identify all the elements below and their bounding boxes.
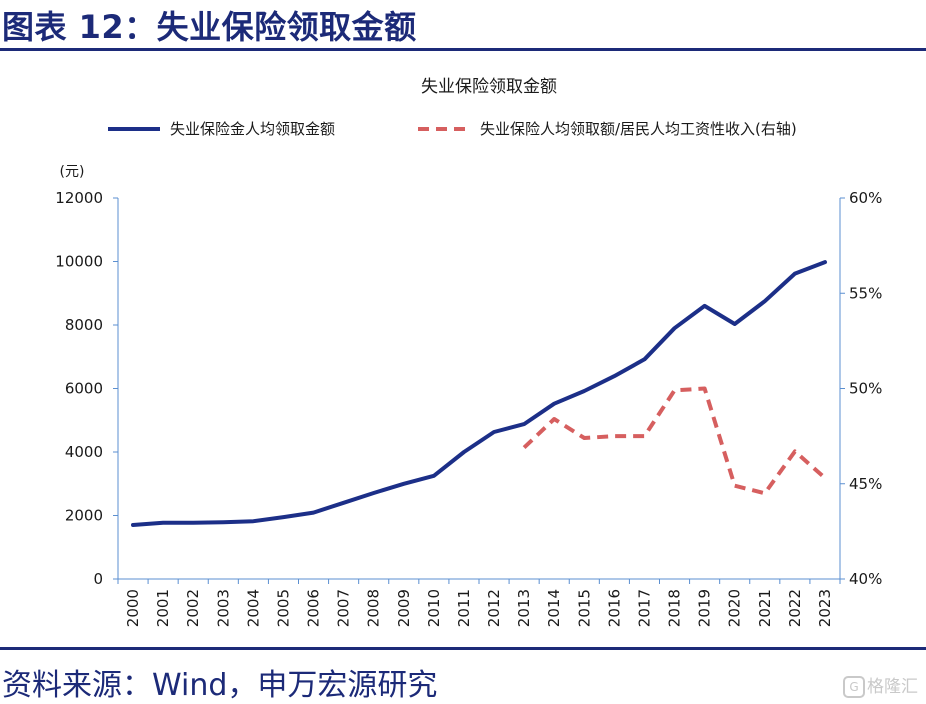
right-tick-label: 60% xyxy=(849,189,882,207)
x-tick-label: 2004 xyxy=(244,589,262,627)
left-tick-label: 12000 xyxy=(55,189,103,207)
chart-series xyxy=(131,260,827,527)
chart-title: 失业保险领取金额 xyxy=(421,77,557,97)
legend-label: 失业保险人均领取额/居民人均工资性收入(右轴) xyxy=(480,120,797,138)
figure-header: 图表 12：失业保险领取金额 xyxy=(0,0,926,52)
x-tick-label: 2012 xyxy=(485,589,503,627)
x-tick-label: 2007 xyxy=(335,589,353,627)
x-tick-label: 2013 xyxy=(515,589,533,627)
watermark: G 格隆汇 xyxy=(843,672,918,698)
series-line-amount xyxy=(131,260,827,527)
right-tick-label: 40% xyxy=(849,570,882,588)
x-tick-label: 2010 xyxy=(425,589,443,627)
x-tick-label: 2002 xyxy=(184,589,202,627)
x-tick-label: 2021 xyxy=(756,589,774,627)
series-line-ratio xyxy=(522,386,827,496)
x-tick-label: 2001 xyxy=(154,589,172,627)
x-tick-label: 2018 xyxy=(666,589,684,627)
right-tick-label: 50% xyxy=(849,380,882,398)
x-tick-label: 2008 xyxy=(365,589,383,627)
x-tick-label: 2020 xyxy=(726,589,744,627)
x-tick-label: 2023 xyxy=(816,589,834,627)
figure-title: 图表 12：失业保险领取金额 xyxy=(2,8,417,46)
x-tick-label: 2017 xyxy=(635,589,653,627)
right-tick-label: 55% xyxy=(849,284,882,302)
header-rule xyxy=(0,48,926,51)
x-tick-label: 2009 xyxy=(395,589,413,627)
left-tick-label: 0 xyxy=(93,570,103,588)
x-tick-label: 2015 xyxy=(575,589,593,627)
x-tick-label: 2019 xyxy=(696,589,714,627)
x-tick-label: 2014 xyxy=(545,589,563,627)
left-tick-label: 10000 xyxy=(55,253,103,271)
right-tick-label: 45% xyxy=(849,475,882,493)
legend-label: 失业保险金人均领取金额 xyxy=(170,120,335,138)
x-tick-label: 2011 xyxy=(455,589,473,627)
x-tick-label: 2022 xyxy=(786,589,804,627)
x-tick-label: 2016 xyxy=(605,589,623,627)
source-note: 资料来源：Wind，申万宏源研究 xyxy=(2,668,438,703)
x-tick-label: 2006 xyxy=(305,589,323,627)
watermark-logo-icon: G xyxy=(843,676,865,698)
chart-axes: 0 2000 4000 6000 8000 10000 12000 40% 45% 50% 55% 6… xyxy=(55,189,882,627)
left-tick-label: 4000 xyxy=(65,443,103,461)
footer-rule xyxy=(0,647,926,650)
watermark-text: 格隆汇 xyxy=(867,677,918,697)
x-tick-label: 2003 xyxy=(214,589,232,627)
left-tick-label: 8000 xyxy=(65,316,103,334)
line-chart: 失业保险领取金额 失业保险金人均领取金额 失业保险人均领取额/居民人均工资性收入(… xyxy=(55,77,882,627)
left-tick-label: 2000 xyxy=(65,507,103,525)
x-tick-label: 2000 xyxy=(124,589,142,627)
x-tick-label: 2005 xyxy=(274,589,292,627)
chart-legend: 失业保险金人均领取金额 失业保险人均领取额/居民人均工资性收入(右轴) xyxy=(108,120,797,138)
left-tick-label: 6000 xyxy=(65,380,103,398)
left-axis-unit: (元) xyxy=(60,164,85,180)
